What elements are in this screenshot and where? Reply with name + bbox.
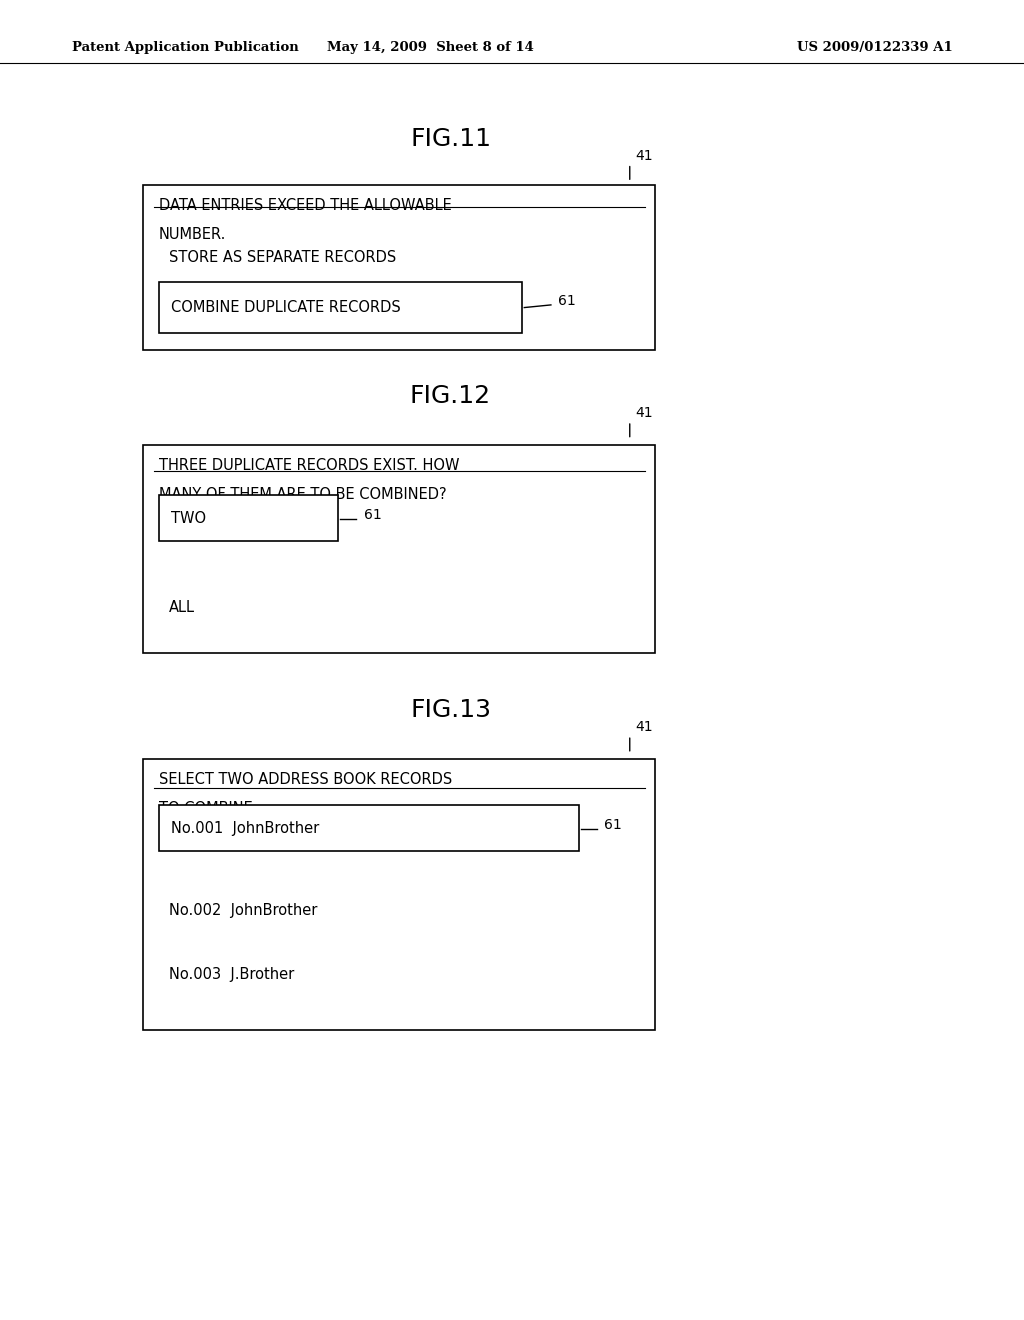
Text: No.003  J.Brother: No.003 J.Brother — [169, 966, 294, 982]
Bar — [159, 495, 338, 541]
Text: US 2009/0122339 A1: US 2009/0122339 A1 — [797, 41, 952, 54]
Text: MANY OF THEM ARE TO BE COMBINED?: MANY OF THEM ARE TO BE COMBINED? — [159, 487, 446, 502]
Text: COMBINE DUPLICATE RECORDS: COMBINE DUPLICATE RECORDS — [171, 300, 400, 315]
Text: SELECT TWO ADDRESS BOOK RECORDS: SELECT TWO ADDRESS BOOK RECORDS — [159, 772, 452, 787]
Text: FIG.13: FIG.13 — [410, 698, 492, 722]
Text: TWO: TWO — [171, 511, 206, 527]
Text: 41: 41 — [635, 721, 652, 734]
Text: FIG.12: FIG.12 — [410, 384, 492, 408]
Text: May 14, 2009  Sheet 8 of 14: May 14, 2009 Sheet 8 of 14 — [327, 41, 534, 54]
Bar — [143, 185, 655, 350]
Text: TO COMBINE.: TO COMBINE. — [159, 801, 257, 816]
Text: 61: 61 — [364, 508, 381, 521]
Text: NUMBER.: NUMBER. — [159, 227, 226, 242]
Bar — [159, 282, 522, 333]
Text: 41: 41 — [635, 149, 652, 162]
Bar — [143, 445, 655, 653]
Text: No.001  JohnBrother: No.001 JohnBrother — [171, 821, 319, 837]
Text: FIG.11: FIG.11 — [410, 127, 492, 150]
Text: DATA ENTRIES EXCEED THE ALLOWABLE: DATA ENTRIES EXCEED THE ALLOWABLE — [159, 198, 452, 213]
Bar — [159, 805, 579, 851]
Text: ALL: ALL — [169, 599, 195, 615]
Text: STORE AS SEPARATE RECORDS: STORE AS SEPARATE RECORDS — [169, 249, 396, 265]
Text: No.002  JohnBrother: No.002 JohnBrother — [169, 903, 317, 919]
Text: THREE DUPLICATE RECORDS EXIST. HOW: THREE DUPLICATE RECORDS EXIST. HOW — [159, 458, 459, 473]
Text: 41: 41 — [635, 407, 652, 420]
Text: Patent Application Publication: Patent Application Publication — [72, 41, 298, 54]
Text: 61: 61 — [604, 818, 622, 832]
Bar — [143, 759, 655, 1030]
Text: 61: 61 — [558, 294, 575, 308]
